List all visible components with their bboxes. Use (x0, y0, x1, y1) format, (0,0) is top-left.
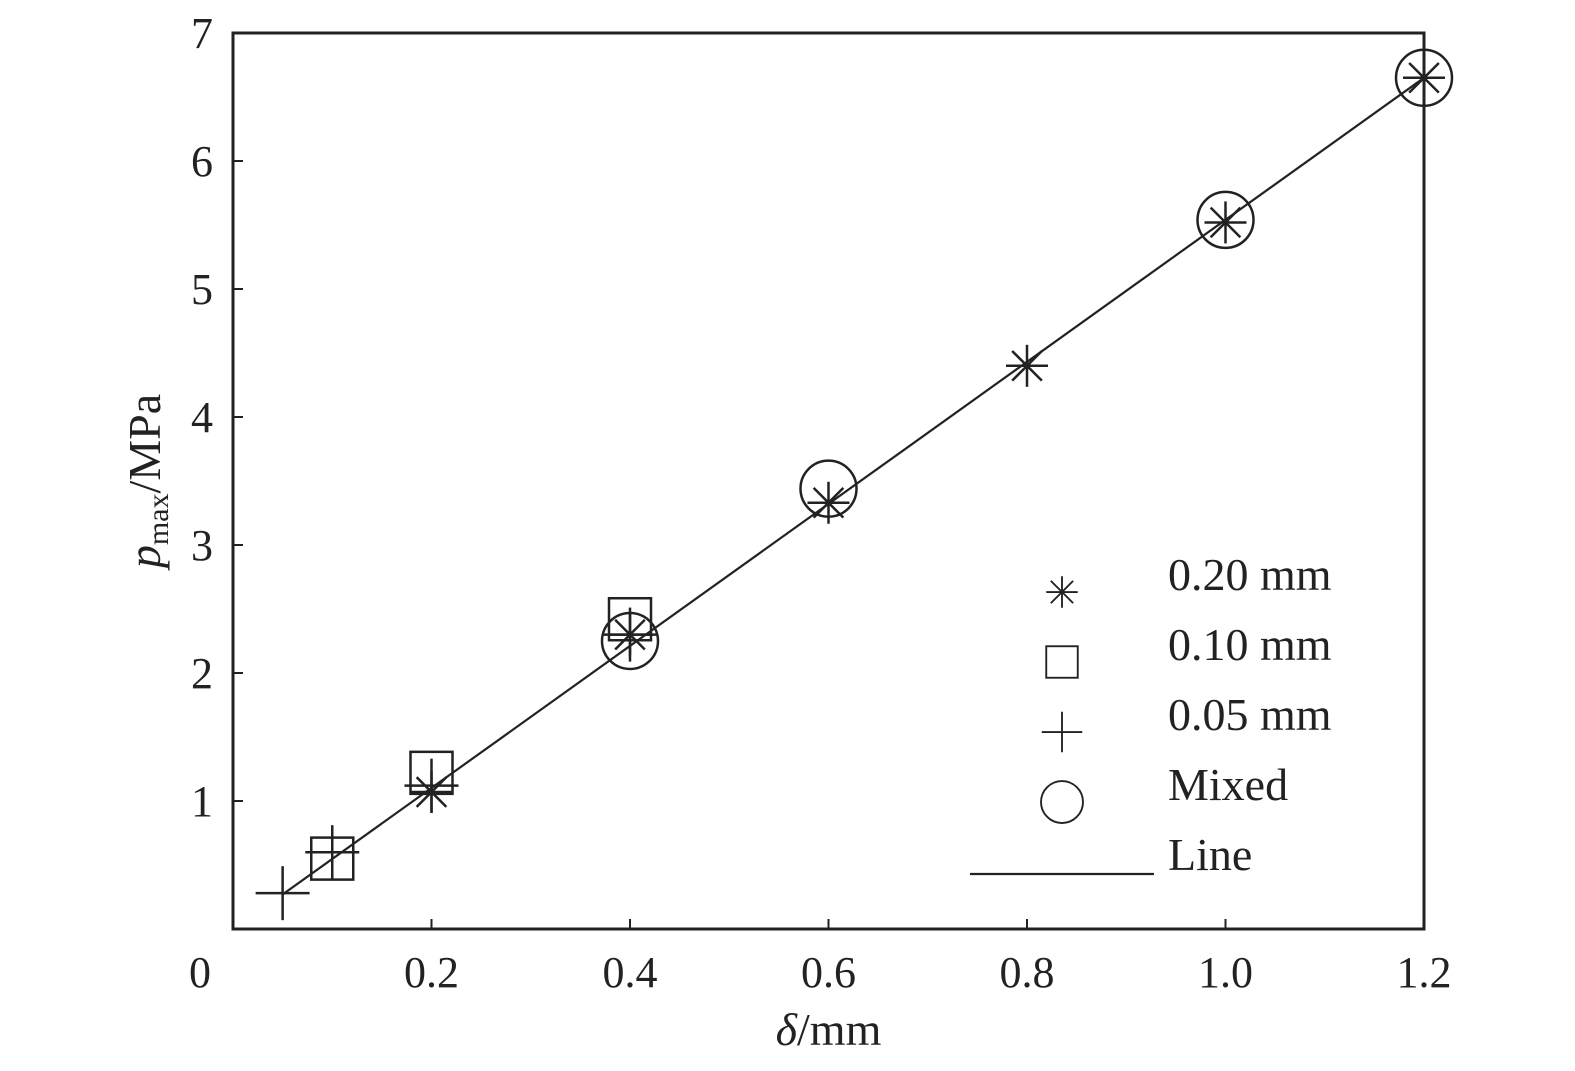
legend-label: 0.05 mm (1168, 689, 1332, 740)
y-tick-label: 4 (191, 393, 213, 442)
legend-marker-shape (1046, 576, 1078, 608)
x-tick-label: 0.4 (603, 948, 658, 997)
data-point-circle (600, 611, 660, 671)
x-axis-label-symbol: δ (776, 1004, 798, 1055)
x-tick-label: 0.2 (404, 948, 459, 997)
data-point-circle (799, 459, 858, 518)
legend-marker-circle (1040, 780, 1084, 824)
data-point-plus (255, 866, 310, 921)
y-axis-label-main: p (119, 545, 170, 571)
legend-label: Mixed (1168, 759, 1288, 810)
legend-label: 0.10 mm (1168, 619, 1332, 670)
legend-marker-asterisk (1046, 576, 1078, 608)
data-markers (255, 48, 1454, 921)
x-tick-label: 0.8 (1000, 948, 1055, 997)
legend: 0.20 mm 0.10 mm 0.05 mm Mixed Line (970, 549, 1332, 880)
data-point-asterisk (1403, 56, 1445, 99)
y-axis-label-sub: max (142, 494, 175, 546)
y-axis-label-unit: /MPa (119, 394, 170, 494)
x-tick-label: 1.2 (1397, 948, 1452, 997)
legend-marker-square (1045, 645, 1079, 679)
data-point-asterisk (807, 481, 850, 524)
y-tick-label: 7 (191, 9, 213, 58)
y-tick-label: 6 (191, 137, 213, 186)
legend-marker-shape (1041, 711, 1083, 753)
data-point-plus (404, 758, 459, 813)
y-tick-label: 3 (191, 521, 213, 570)
data-point-circle (1196, 190, 1255, 250)
y-tick-label: 5 (191, 265, 213, 314)
legend-marker-shape (1045, 645, 1079, 679)
data-point-asterisk (1204, 201, 1247, 244)
y-axis-ticks: 1 2 3 4 5 6 7 (191, 9, 243, 826)
x-tick-label: 0.6 (801, 948, 856, 997)
data-point-asterisk (1006, 344, 1048, 387)
legend-marker-shape (1040, 780, 1084, 824)
data-point-circle (1394, 48, 1454, 108)
data-point-plus (603, 607, 657, 662)
legend-label: 0.20 mm (1168, 549, 1332, 600)
x-tick-label: 1.0 (1198, 948, 1253, 997)
x-axis-ticks: 0 0.2 0.4 0.6 0.8 1.0 1.2 (189, 919, 1452, 997)
x-axis-label: δ/mm (776, 1004, 882, 1055)
data-point-plus (305, 825, 360, 880)
x-axis-label-unit: /mm (797, 1004, 882, 1055)
x-tick-label: 0 (189, 948, 211, 997)
y-tick-label: 2 (191, 649, 213, 698)
legend-marker-plus (1041, 711, 1083, 753)
legend-label: Line (1168, 829, 1252, 880)
y-tick-label: 1 (191, 777, 213, 826)
y-axis-label: pmax/MPa (119, 394, 175, 571)
